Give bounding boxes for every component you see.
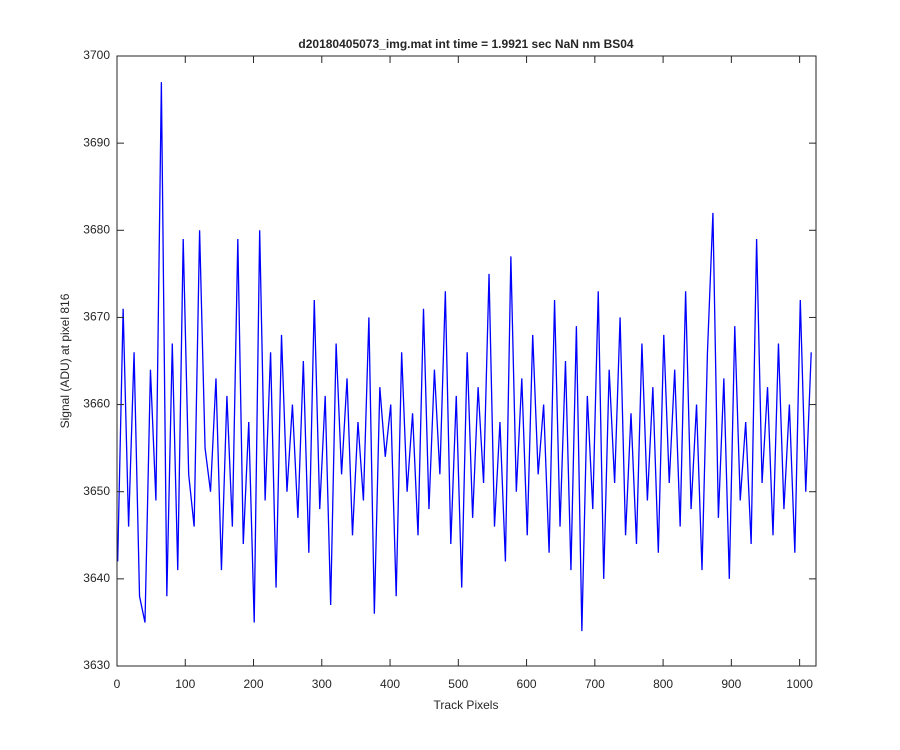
x-tick-label: 800: [653, 677, 673, 691]
data-line: [117, 82, 812, 632]
y-tick-label: 3680: [83, 222, 110, 236]
x-tick-label: 200: [244, 677, 264, 691]
y-tick-label: 3700: [83, 48, 110, 62]
x-tick-label: 400: [380, 677, 400, 691]
axes-box: [116, 55, 817, 667]
x-tick-label: 1000: [786, 677, 813, 691]
y-tick-label: 3690: [83, 135, 110, 149]
y-tick-label: 3640: [83, 571, 110, 585]
x-tick-label: 300: [312, 677, 332, 691]
x-tick-label: 600: [517, 677, 537, 691]
y-tick-label: 3670: [83, 310, 110, 324]
y-tick-label: 3650: [83, 484, 110, 498]
x-tick-label: 700: [585, 677, 605, 691]
y-axis-label: Signal (ADU) at pixel 816: [58, 293, 72, 428]
x-tick-label: 100: [175, 677, 195, 691]
x-axis-label: Track Pixels: [434, 698, 499, 712]
y-tick-label: 3630: [83, 658, 110, 672]
chart-title: d20180405073_img.mat int time = 1.9921 s…: [298, 37, 634, 51]
y-tick-label: 3660: [83, 397, 110, 411]
x-tick-label: 0: [114, 677, 121, 691]
x-tick-label: 900: [721, 677, 741, 691]
x-tick-label: 500: [448, 677, 468, 691]
